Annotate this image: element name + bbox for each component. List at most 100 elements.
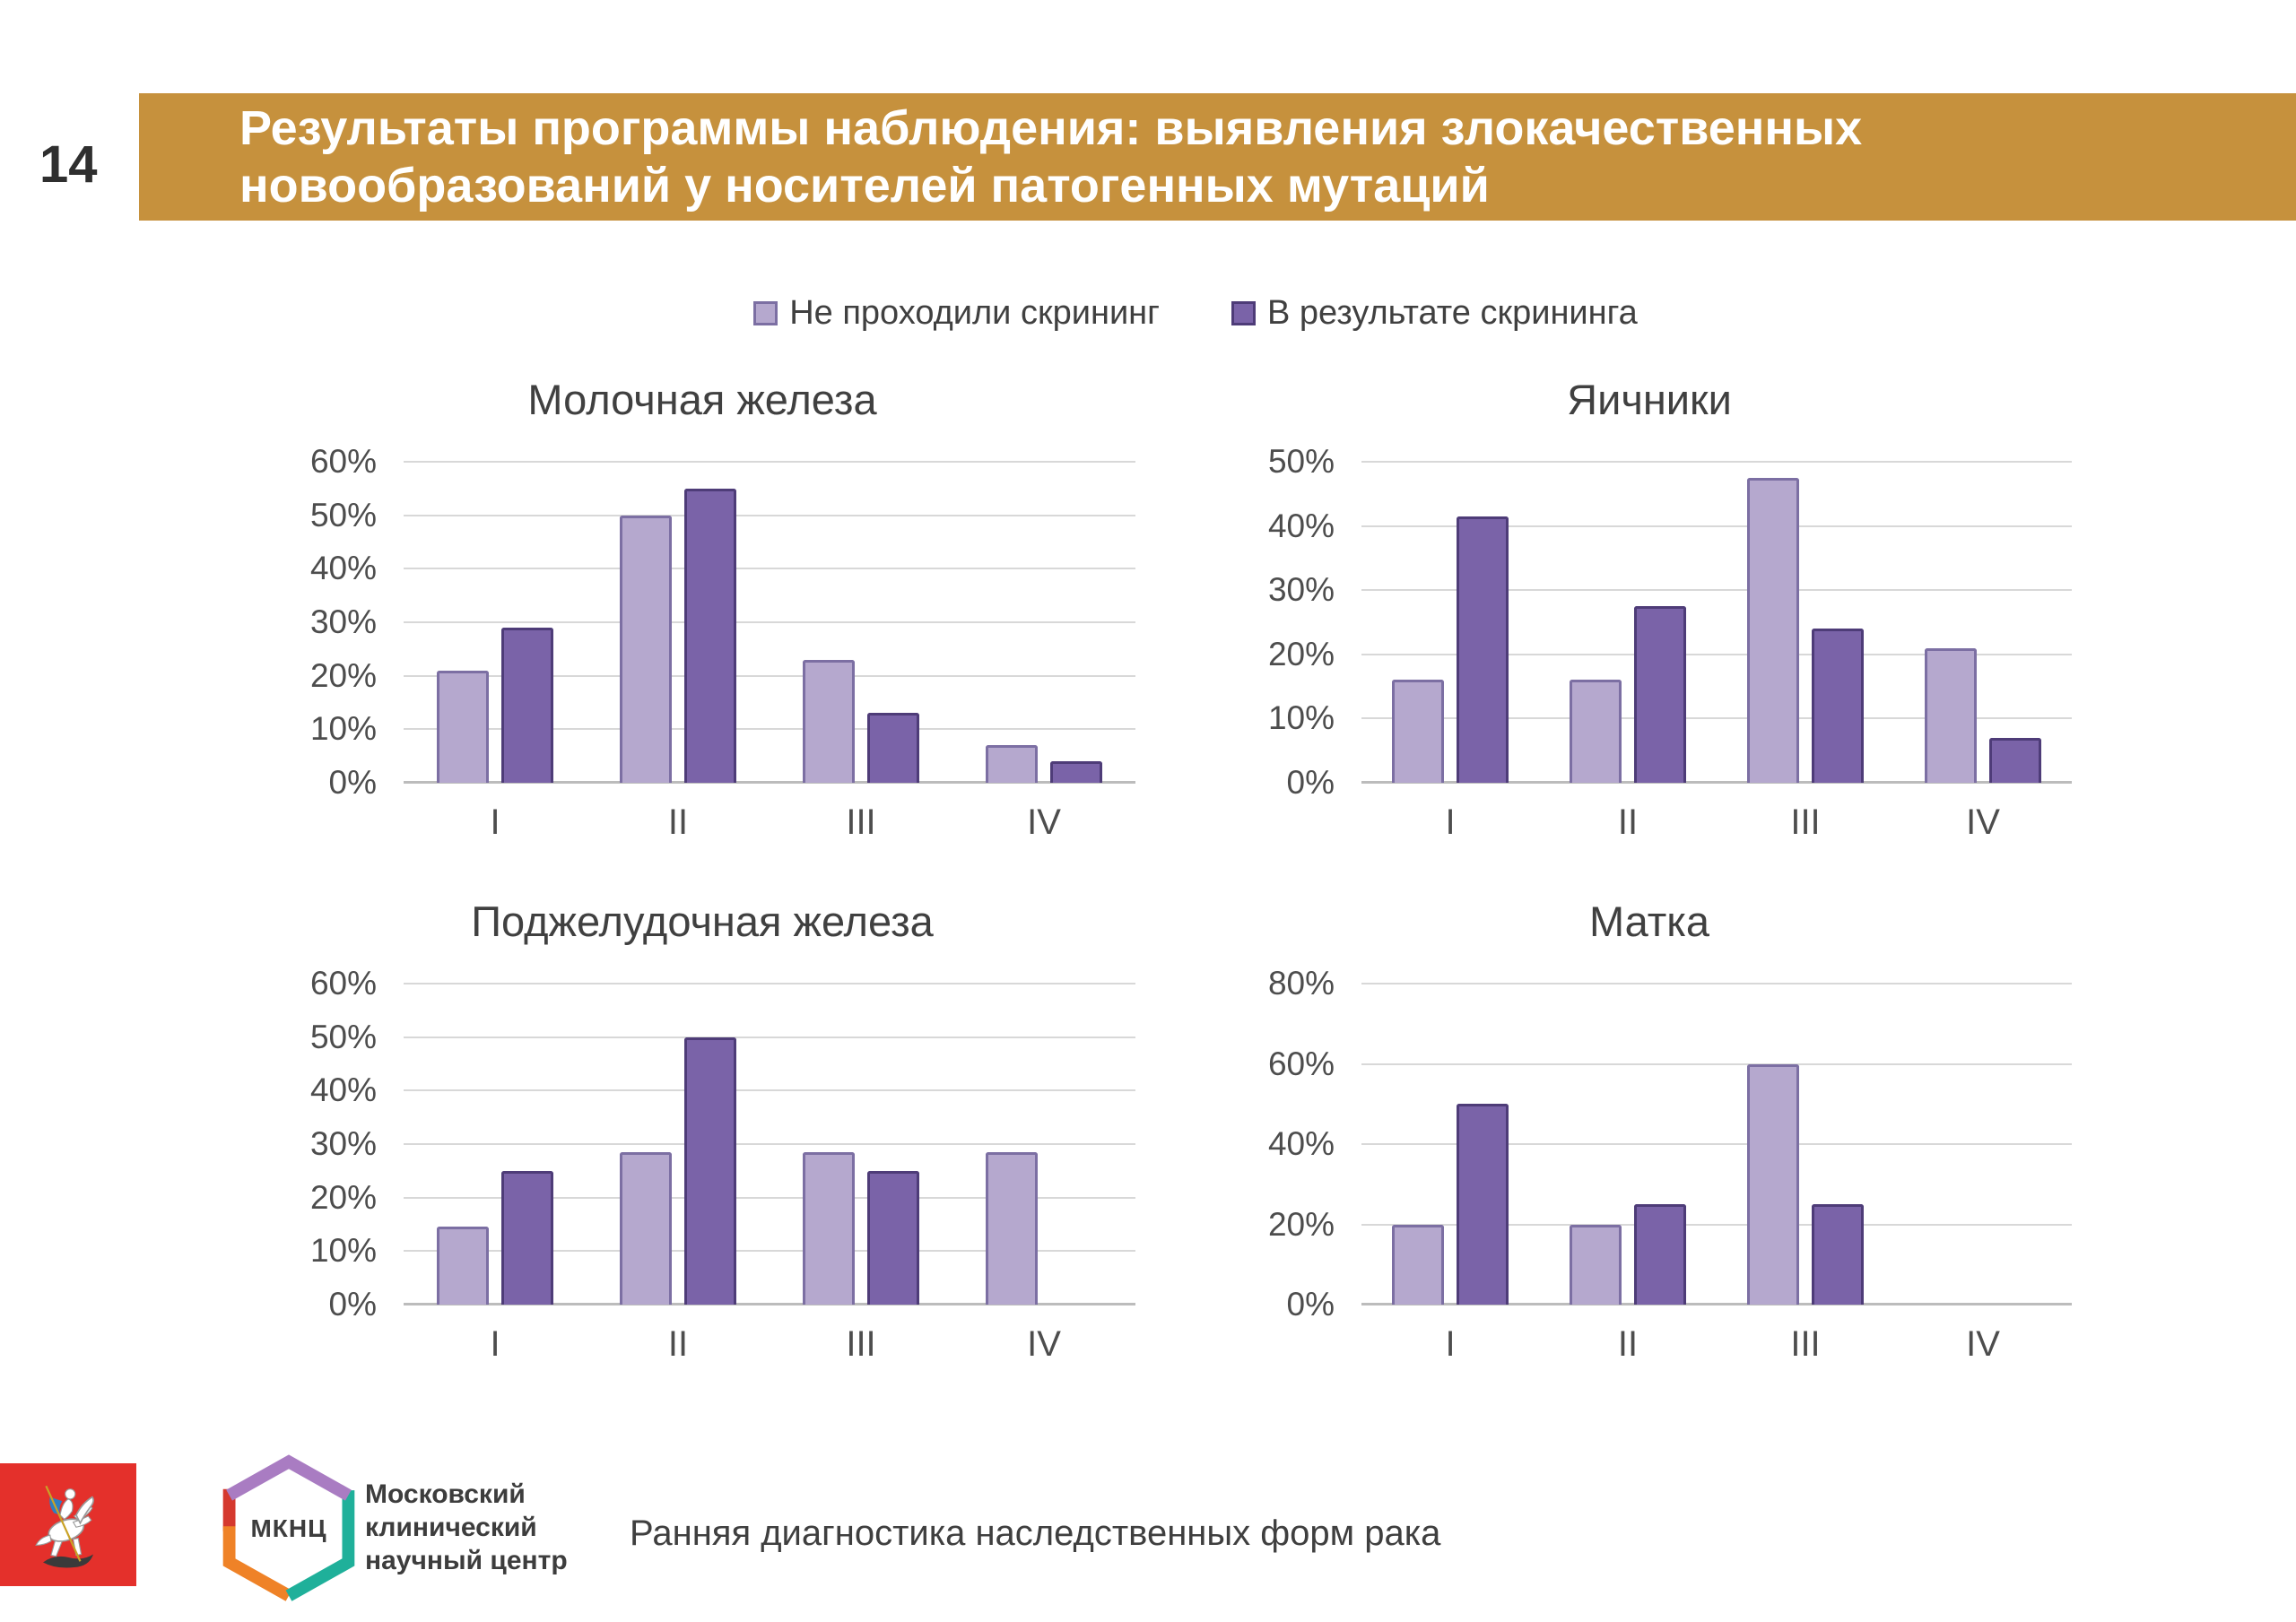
bar-groups [404, 462, 1135, 783]
bar-screened-IV [1989, 737, 2041, 783]
y-tick-label: 10% [1267, 699, 1335, 737]
x-axis: I II III IV [404, 802, 1135, 843]
bar-screened-II [1634, 606, 1686, 783]
bar-not-screened-IV [986, 1151, 1038, 1305]
gridline [1361, 781, 2072, 784]
org-name-line-1: Московский [365, 1479, 526, 1509]
y-tick-label: 20% [1267, 635, 1335, 672]
y-tick-label: 60% [1267, 1045, 1335, 1082]
bar-screened-I [501, 627, 553, 783]
x-tick-label: IV [1027, 1324, 1061, 1364]
plot-area [404, 461, 1135, 784]
bar-group-III [1717, 984, 1894, 1305]
y-tick-label: 10% [309, 1232, 377, 1270]
bar-screened-III [867, 713, 919, 783]
y-tick-label: 30% [1267, 571, 1335, 609]
y-tick-label: 40% [309, 550, 377, 587]
bar-groups [404, 984, 1135, 1305]
bar-not-screened-IV [986, 745, 1038, 783]
y-tick-label: 60% [309, 965, 377, 1002]
bar-not-screened-I [437, 670, 489, 783]
bar-screened-III [1812, 629, 1864, 783]
y-axis: 0% 10% 20% 30% 40% 50% [1227, 443, 1361, 801]
gridline [404, 568, 1135, 570]
y-tick-label: 50% [1267, 443, 1335, 480]
gridline [404, 1143, 1135, 1145]
y-tick-label: 20% [1267, 1205, 1335, 1243]
x-axis: I II III IV [1361, 802, 2072, 843]
bar-group-IV [952, 462, 1135, 783]
gridline [404, 1089, 1135, 1092]
x-axis: I II III IV [1361, 1324, 2072, 1365]
y-tick-label: 50% [309, 1018, 377, 1055]
org-name-line-3: научный центр [365, 1546, 568, 1575]
gridline [404, 514, 1135, 516]
bar-group-I [1361, 984, 1539, 1305]
x-axis: I II III IV [404, 1324, 1135, 1365]
y-tick-label: 0% [1286, 1286, 1335, 1323]
bar-screened-I [501, 1170, 553, 1305]
plot-area [1361, 461, 2072, 784]
bar-screened-I [1457, 1104, 1509, 1305]
bar-not-screened-III [803, 659, 855, 783]
chart-legend: Не проходили скрининг В результате скрин… [48, 294, 2296, 333]
gridline [404, 728, 1135, 731]
bar-groups [1361, 462, 2072, 783]
y-tick-label: 30% [309, 603, 377, 640]
chart-title: Поджелудочная железа [471, 898, 934, 945]
moscow-coat-of-arms-icon [0, 1463, 136, 1586]
x-tick-label: III [1790, 802, 1821, 842]
x-tick-label: I [1445, 802, 1456, 842]
y-tick-label: 30% [309, 1125, 377, 1162]
y-tick-label: 80% [1267, 965, 1335, 1002]
gridline [404, 1196, 1135, 1199]
x-tick-label: II [1617, 802, 1639, 842]
title-bar: Результаты программы наблюдения: выявлен… [139, 93, 2296, 221]
bar-group-II [1539, 984, 1717, 1305]
x-tick-label: I [1445, 1324, 1456, 1364]
y-tick-label: 50% [309, 496, 377, 533]
bar-not-screened-II [620, 1151, 672, 1305]
bar-not-screened-I [437, 1227, 489, 1305]
x-tick-label: IV [1027, 802, 1061, 842]
bar-not-screened-II [1570, 1224, 1622, 1305]
bar-group-IV [952, 984, 1135, 1305]
x-tick-label: III [846, 1324, 876, 1364]
legend-label-not-screened: Не проходили скрининг [789, 294, 1161, 332]
x-tick-label: IV [1966, 802, 2000, 842]
bar-not-screened-III [803, 1151, 855, 1305]
y-axis: 0% 10% 20% 30% 40% 50% 60% [269, 965, 404, 1323]
bar-group-IV [1894, 462, 2072, 783]
legend-label-screened: В результате скрининга [1267, 294, 1638, 332]
mknc-logo-abbr: МКНЦ [250, 1514, 327, 1542]
x-tick-label: IV [1966, 1324, 2000, 1364]
x-tick-label: III [846, 802, 876, 842]
gridline [1361, 983, 2072, 984]
bar-screened-II [684, 1037, 736, 1305]
bar-group-II [587, 984, 770, 1305]
slide-title-line-2: новообразований у носителей патогенных м… [239, 159, 1490, 213]
bar-screened-II [684, 488, 736, 783]
chart-breast: Молочная железа 0% 10% 20% 30% 40% 50% 60% I II… [269, 375, 1135, 843]
bar-not-screened-IV [1925, 647, 1977, 783]
bar-not-screened-I [1392, 1224, 1444, 1305]
y-tick-label: 0% [328, 1286, 377, 1323]
y-tick-label: 0% [1286, 764, 1335, 801]
gridline [1361, 1143, 2072, 1145]
y-tick-label: 20% [309, 1178, 377, 1216]
gridline [404, 1250, 1135, 1253]
y-tick-label: 40% [309, 1071, 377, 1109]
org-name: Московский клинический научный центр [365, 1478, 568, 1577]
y-tick-label: 0% [328, 764, 377, 801]
gridline [1361, 1223, 2072, 1226]
bar-group-I [404, 984, 587, 1305]
bar-groups [1361, 984, 2072, 1305]
bar-screened-II [1634, 1204, 1686, 1305]
y-tick-label: 10% [309, 710, 377, 748]
mknc-logo-icon: МКНЦ [215, 1454, 362, 1603]
bar-screened-I [1457, 516, 1509, 783]
gridline [1361, 1063, 2072, 1065]
gridline [404, 621, 1135, 623]
bar-group-III [770, 462, 952, 783]
